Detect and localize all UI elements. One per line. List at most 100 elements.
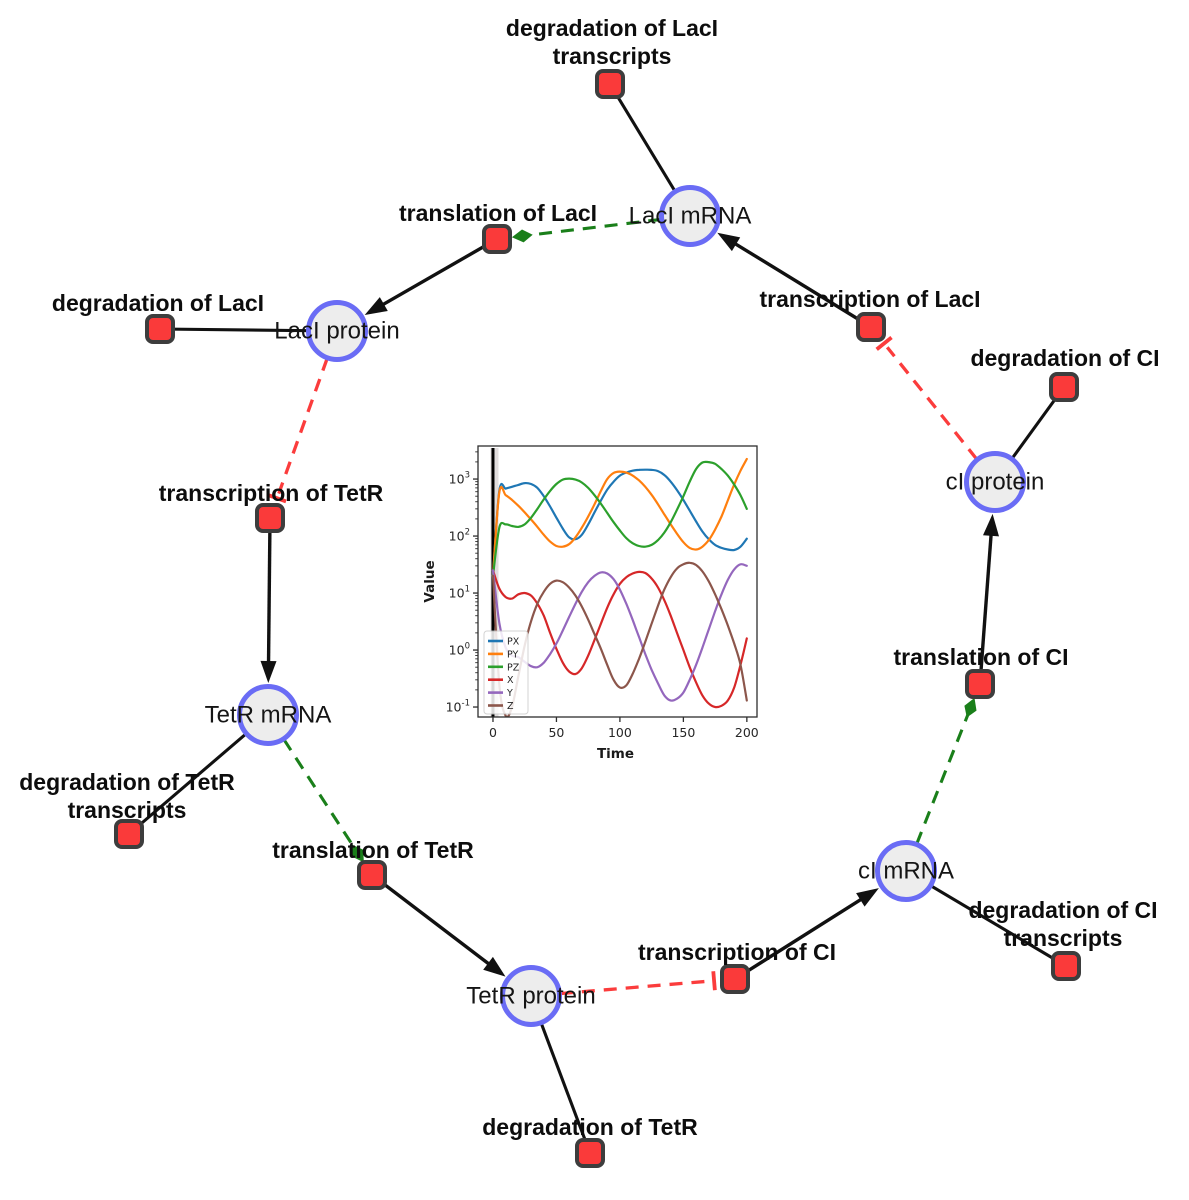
edge-tetR-mRNA--translation-of-tetR[interactable] [282, 738, 364, 863]
reaction-label-transl-ci: translation of CI [893, 644, 1068, 670]
edge-cI-mRNA--degradation-of-cI-transcripts[interactable] [905, 869, 1067, 968]
diamond-arrowhead-icon [352, 844, 364, 863]
y-tick-label: 103 [449, 471, 470, 487]
arrowhead-icon [260, 660, 277, 683]
reaction-label-txn-ci: transcription of CI [638, 939, 836, 965]
y-tick-label: 100 [449, 642, 470, 658]
species-node-tetr-mrna[interactable] [237, 684, 299, 746]
reaction-node-deg-tetr-tx[interactable] [114, 819, 144, 849]
reaction-node-deg-ci[interactable] [1049, 372, 1079, 402]
x-tick-label: 0 [489, 725, 497, 740]
edge-tetR-protein--transcription-of-cI[interactable] [559, 971, 717, 996]
production-line [731, 240, 872, 329]
legend-label-PZ: PZ [507, 662, 520, 673]
production-line [266, 517, 272, 666]
edge-translation-of-tetR--tetR-protein[interactable] [370, 873, 506, 977]
nodes-layer [114, 69, 1081, 1168]
x-tick-label: 150 [671, 725, 695, 740]
x-tick-label: 200 [735, 725, 759, 740]
species-node-tetr-protein[interactable] [500, 965, 562, 1027]
edge-translation-of-lacI--lacI-protein[interactable] [364, 237, 498, 315]
species-label-tetr-protein: TetR protein [466, 983, 595, 1010]
reaction-node-deg-tetr[interactable] [575, 1138, 605, 1168]
reaction-label-deg-tetr-tx: degradation of TetR transcripts [19, 769, 235, 823]
arrowhead-icon [983, 513, 999, 537]
inset-chart: 0 50 100 150 20010-1100101102103TimeValuePXP… [422, 434, 771, 763]
chart-background [422, 434, 771, 763]
species-node-ci-mrna[interactable] [875, 840, 937, 902]
edge-transcription-of-lacI--lacI-mRNA[interactable] [717, 232, 872, 329]
series-curve-Y [491, 563, 748, 702]
consumption-line [905, 869, 1067, 968]
edge-lacI-protein--transcription-of-tetR[interactable] [267, 357, 329, 504]
reaction-label-deg-laci: degradation of LacI [52, 290, 264, 316]
reaction-label-txn-tetr: transcription of TetR [159, 480, 384, 506]
edge-cI-protein--transcription-of-lacI[interactable] [875, 335, 979, 461]
reaction-label-deg-ci: degradation of CI [970, 345, 1159, 371]
labels-layer: LacI mRNA LacI protein TetR mRNA TetR prote… [19, 15, 1159, 1140]
arrowhead-icon [856, 888, 879, 907]
species-node-ci-protein[interactable] [964, 451, 1026, 513]
reaction-node-txn-laci[interactable] [856, 312, 886, 342]
edge-translation-of-cI--cI-protein[interactable] [978, 513, 999, 685]
modifier-line [527, 217, 662, 237]
reaction-node-deg-laci-tx[interactable] [595, 69, 625, 99]
arrowhead-icon [717, 232, 741, 252]
modifier-line [915, 712, 971, 845]
x-tick-label: 100 [608, 725, 632, 740]
reaction-node-transl-ci[interactable] [965, 669, 995, 699]
species-node-laci-protein[interactable] [306, 300, 368, 362]
series-curve-PX [491, 468, 748, 577]
legend-label-Z: Z [507, 701, 514, 712]
tee-bar-icon [875, 335, 893, 351]
inhibition-line [277, 357, 329, 495]
series-curve-Z [491, 561, 748, 717]
tee-bar-icon [267, 493, 287, 504]
edge-cI-mRNA--translation-of-cI[interactable] [915, 697, 977, 845]
y-tick-label: 101 [449, 585, 470, 601]
modifier-line [282, 738, 357, 850]
tee-bar-icon [711, 971, 717, 991]
reaction-label-deg-tetr: degradation of TetR [482, 1114, 698, 1140]
reaction-label-transl-laci: translation of LacI [399, 200, 597, 226]
edge-transcription-of-tetR--tetR-mRNA[interactable] [260, 517, 277, 683]
x-tick-label: 50 [548, 725, 564, 740]
arrowhead-icon [364, 297, 388, 315]
diamond-arrowhead-icon [511, 229, 533, 243]
chart-curves [491, 457, 748, 717]
reaction-node-deg-laci[interactable] [145, 314, 175, 344]
series-curve-PZ [491, 460, 748, 577]
legend-label-PX: PX [507, 637, 520, 648]
edge-lacI-mRNA--translation-of-lacI[interactable] [511, 217, 662, 243]
reaction-node-txn-ci[interactable] [720, 964, 750, 994]
species-label-laci-protein: LacI protein [274, 318, 399, 345]
reaction-node-transl-tetr[interactable] [357, 860, 387, 890]
reaction-label-deg-laci-tx: degradation of LacI transcripts [506, 15, 718, 69]
reaction-node-deg-ci-tx[interactable] [1051, 951, 1081, 981]
edge-transcription-of-cI--cI-mRNA[interactable] [734, 888, 879, 981]
reaction-label-txn-laci: transcription of LacI [759, 286, 980, 312]
y-tick-label: 10-1 [446, 699, 470, 715]
y-tick-label: 102 [449, 528, 470, 544]
reaction-label-deg-ci-tx: degradation of CI transcripts [968, 897, 1157, 951]
y-axis-label: Value [422, 560, 438, 602]
production-line [379, 237, 498, 308]
series-curve-X [491, 569, 748, 709]
production-line [370, 873, 493, 968]
x-axis-label: Time [597, 746, 634, 762]
production-line [734, 896, 865, 981]
reaction-node-transl-laci[interactable] [482, 224, 512, 254]
reaction-node-txn-tetr[interactable] [255, 503, 285, 533]
inhibition-line [559, 979, 710, 996]
legend-label-PY: PY [507, 649, 519, 660]
species-label-ci-protein: cI protein [946, 469, 1045, 496]
legend-box [483, 630, 529, 715]
species-label-tetr-mrna: TetR mRNA [205, 702, 332, 729]
legend-label-Y: Y [506, 688, 513, 699]
reaction-label-transl-tetr: translation of TetR [272, 837, 474, 863]
species-node-laci-mrna[interactable] [659, 185, 721, 247]
arrowhead-icon [483, 956, 506, 977]
